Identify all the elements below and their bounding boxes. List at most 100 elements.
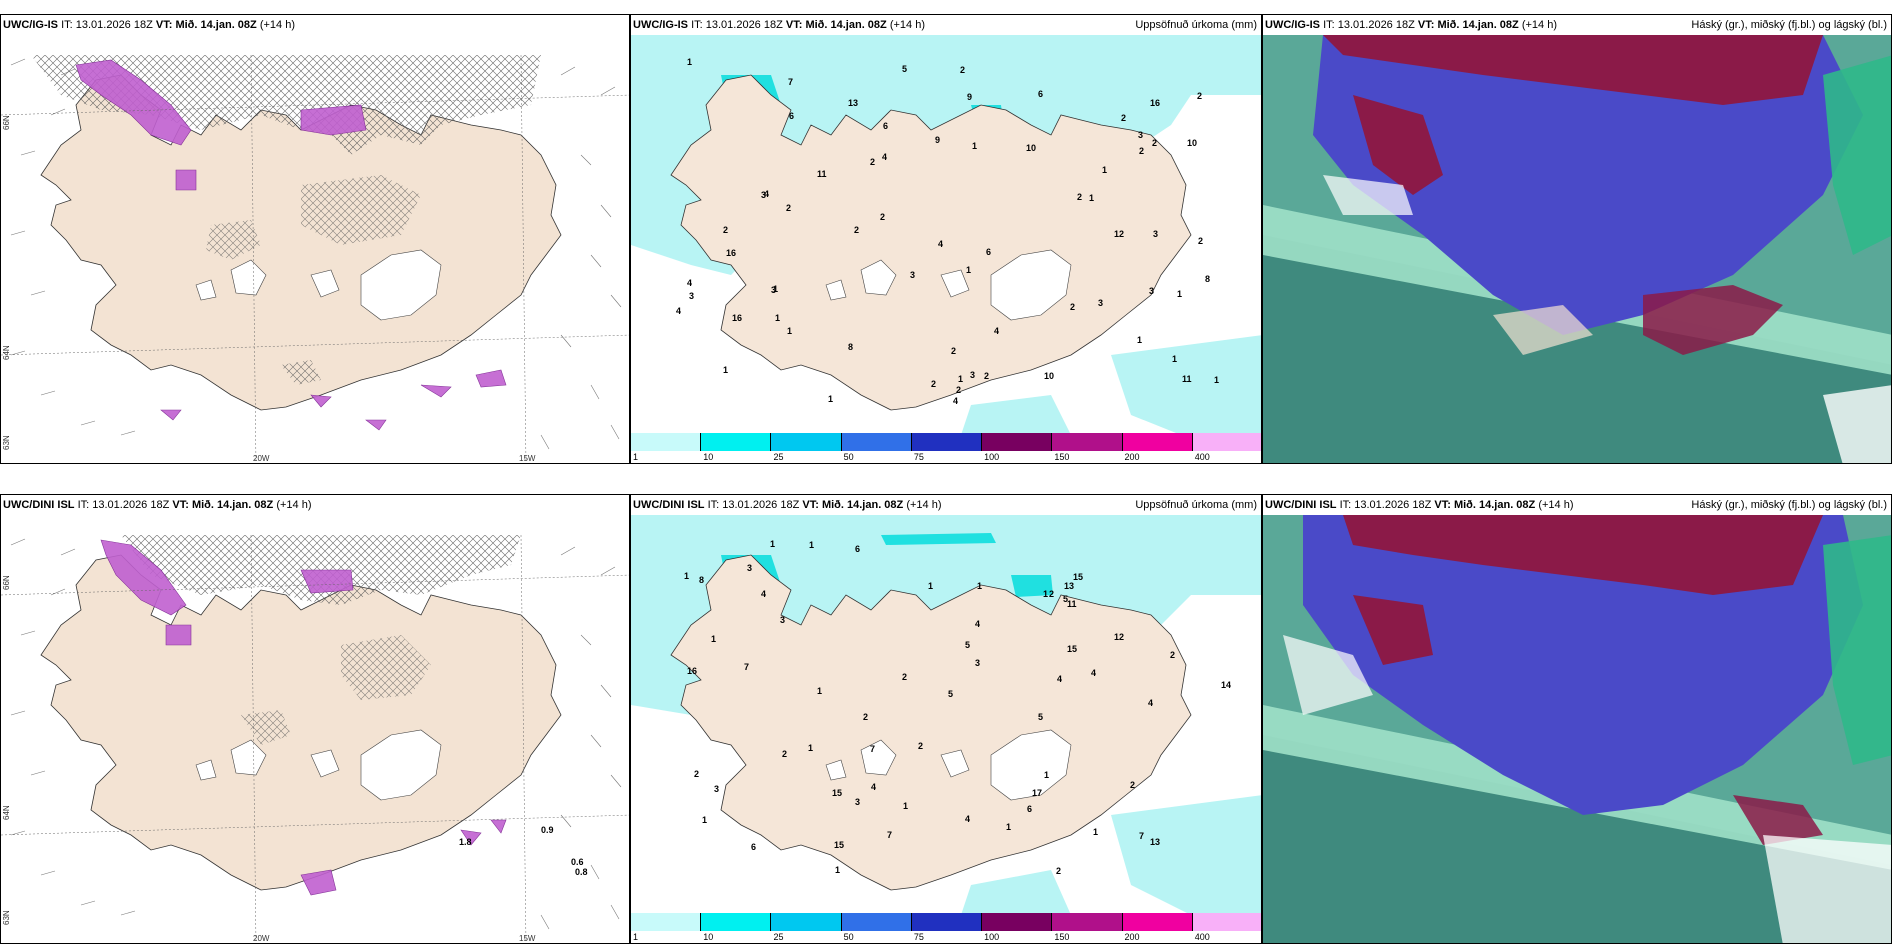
svg-text:0.8: 0.8 xyxy=(575,867,588,877)
precip-value-label: 1 xyxy=(687,57,692,67)
precip-value-label: 1 xyxy=(1043,589,1048,599)
precip-value-label: 1 xyxy=(1137,335,1142,345)
precip-value-label: 4 xyxy=(761,589,766,599)
model-name: UWC/DINI ISL xyxy=(1265,499,1337,511)
precip-value-label: 3 xyxy=(975,658,980,668)
precip-value-label: 5 xyxy=(1038,712,1043,722)
model-name: UWC/IG-IS xyxy=(1265,19,1320,31)
precip-value-label: 1 xyxy=(958,374,963,384)
precip-value-label: 1 xyxy=(711,634,716,644)
precip-value-label: 1 xyxy=(972,141,977,151)
valid-time: Mið. 14.jan. 08Z xyxy=(175,19,257,31)
precip-value-label: 2 xyxy=(956,385,961,395)
valid-time: Mið. 14.jan. 08Z xyxy=(1437,19,1519,31)
colorbar-tick-label: 100 xyxy=(984,452,1000,462)
precip-value-label: 10 xyxy=(1044,371,1054,381)
precip-value-label: 11 xyxy=(1067,599,1077,609)
precip-value-label: 12 xyxy=(1114,229,1124,239)
precip-value-label: 1 xyxy=(775,313,780,323)
colorbar-tick-label: 1 xyxy=(633,932,639,942)
precip-value-label: 7 xyxy=(744,662,749,672)
lat-label: 63N xyxy=(2,910,11,925)
colorbar-swatch xyxy=(1052,433,1123,451)
precip-value-label: 11 xyxy=(817,169,827,179)
colorbar-swatch xyxy=(1192,913,1261,931)
precip-value-label: 9 xyxy=(935,135,940,145)
colorbar-tick-label: 150 xyxy=(1054,452,1070,462)
precip-value-label: 2 xyxy=(960,65,965,75)
precip-value-label: 4 xyxy=(687,278,692,288)
colorbar: 1 10 25 50 75 100 150 200 400 xyxy=(631,913,1261,943)
colorbar-tick-label: 25 xyxy=(773,932,784,942)
colorbar-swatch xyxy=(1052,913,1123,931)
precip-value-label: 4 xyxy=(953,396,958,406)
precip-value-label: 5 xyxy=(902,64,907,74)
colorbar-swatch xyxy=(841,913,912,931)
precip-value-label: 4 xyxy=(938,239,943,249)
precip-value-label: 2 xyxy=(786,203,791,213)
precip-value-label: 1 xyxy=(1044,770,1049,780)
panel-field-name: Háský (gr.), miðský (fj.bl.) og lágský (… xyxy=(1691,19,1887,31)
colorbar-tick-label: 50 xyxy=(843,932,854,942)
precip-value-label: 7 xyxy=(887,830,892,840)
precip-value-label: 1 xyxy=(723,365,728,375)
colorbar-tick-label: 50 xyxy=(843,452,854,462)
precip-value-label: 3 xyxy=(910,270,915,280)
precip-value-label: 1 xyxy=(977,581,982,591)
precip-value-label: 14 xyxy=(1221,680,1231,690)
precip-value-label: 15 xyxy=(832,788,842,798)
iceland-precip-map: 2241229310221187661310111331211101181644… xyxy=(631,35,1261,435)
model-name: UWC/IG-IS xyxy=(3,19,58,31)
precip-value-label: 6 xyxy=(1027,804,1032,814)
colorbar-tick-label: 150 xyxy=(1054,932,1070,942)
precip-value-label: 7 xyxy=(788,77,793,87)
precip-value-label: 6 xyxy=(986,247,991,257)
precip-value-label: 1 xyxy=(928,581,933,591)
precip-value-label: 16 xyxy=(687,666,697,676)
panel-bottom-left: UWC/DINI ISL IT: 13.01.2026 18Z VT: Mið.… xyxy=(0,494,630,944)
precip-value-label: 3 xyxy=(855,797,860,807)
lead-time: (+14 h) xyxy=(889,19,925,31)
precip-value-label: 4 xyxy=(975,619,980,629)
iceland-wind-map: 66N 64N 63N 20W 15W xyxy=(1,54,629,463)
precip-value-label: 2 xyxy=(1197,91,1202,101)
model-name: UWC/DINI ISL xyxy=(633,499,705,511)
init-time: 13.01.2026 18Z xyxy=(1354,499,1432,511)
precip-value-label: 4 xyxy=(882,152,887,162)
precip-value-label: 2 xyxy=(1056,866,1061,876)
precip-value-label: 1 xyxy=(773,284,778,294)
precip-value-label: 16 xyxy=(726,248,736,258)
precip-value-label: 4 xyxy=(1148,698,1153,708)
precip-value-label: 1 xyxy=(1093,827,1098,837)
precip-value-label: 11 xyxy=(1182,374,1192,384)
precip-value-label: 2 xyxy=(870,157,875,167)
lat-label: 66N xyxy=(2,575,11,590)
precip-value-label: 3 xyxy=(1153,229,1158,239)
iceland-wind-map: 66N 64N 63N 20W 15W 1.8 0.9 0.6 0.8 xyxy=(1,534,629,943)
precip-value-label: 2 xyxy=(1049,589,1054,599)
init-time: 13.01.2026 18Z xyxy=(1337,19,1415,31)
panel-title: UWC/IG-IS IT: 13.01.2026 18Z VT: Mið. 14… xyxy=(633,19,925,31)
precip-value-label: 15 xyxy=(1073,572,1083,582)
lon-label: 15W xyxy=(519,934,536,943)
panel-title: UWC/IG-IS IT: 13.01.2026 18Z VT: Mið. 14… xyxy=(3,19,295,31)
precip-value-label: 1 xyxy=(809,540,814,550)
precip-value-label: 1 xyxy=(817,686,822,696)
svg-text:1.8: 1.8 xyxy=(459,837,472,847)
precip-value-label: 2 xyxy=(723,225,728,235)
colorbar-tick-label: 200 xyxy=(1124,932,1140,942)
colorbar-swatch xyxy=(1192,433,1261,451)
colorbar-swatch xyxy=(911,433,983,451)
precip-value-label: 1 xyxy=(1102,165,1107,175)
init-time: 13.01.2026 18Z xyxy=(705,19,783,31)
precip-value-label: 2 xyxy=(1152,138,1157,148)
precip-value-label: 2 xyxy=(863,712,868,722)
panel-top-right: UWC/IG-IS IT: 13.01.2026 18Z VT: Mið. 14… xyxy=(1262,14,1892,464)
panel-top-left: UWC/IG-IS IT: 13.01.2026 18Z VT: Mið. 14… xyxy=(0,14,630,464)
svg-text:0.9: 0.9 xyxy=(541,825,554,835)
precip-value-label: 1 xyxy=(1172,354,1177,364)
colorbar-tick-label: 100 xyxy=(984,932,1000,942)
precip-value-label: 2 xyxy=(1077,192,1082,202)
precip-value-label: 1 xyxy=(684,571,689,581)
